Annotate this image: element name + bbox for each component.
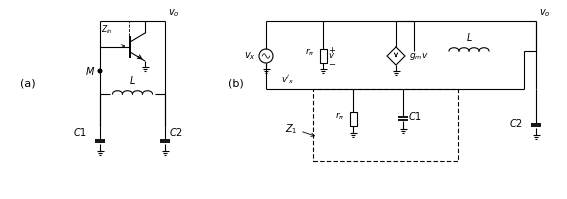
Text: $Z_{in}$: $Z_{in}$: [101, 23, 113, 35]
Text: $C1$: $C1$: [73, 126, 87, 138]
Circle shape: [98, 69, 102, 73]
Text: (b): (b): [228, 79, 244, 89]
Text: $L$: $L$: [466, 31, 472, 43]
Text: $v_o$: $v_o$: [168, 7, 180, 19]
Text: $+$: $+$: [328, 45, 336, 55]
Text: $Z_1$: $Z_1$: [286, 122, 298, 136]
Text: $-$: $-$: [328, 59, 336, 67]
Text: $v_o$: $v_o$: [539, 7, 551, 19]
Text: (a): (a): [20, 79, 36, 89]
Text: $r_\pi$: $r_\pi$: [306, 46, 315, 58]
Bar: [313, 89, 458, 161]
Text: $v_x$: $v_x$: [244, 50, 256, 62]
Text: $C2$: $C2$: [509, 117, 523, 129]
Text: $v'_x$: $v'_x$: [281, 73, 295, 86]
Text: $g_m v$: $g_m v$: [409, 51, 429, 61]
Text: $M$: $M$: [85, 65, 95, 77]
Text: $v$: $v$: [328, 52, 335, 60]
Text: $r_\pi$: $r_\pi$: [335, 111, 345, 122]
Polygon shape: [387, 47, 405, 65]
Bar: [319, 49, 327, 63]
Text: $C1$: $C1$: [408, 110, 422, 123]
Bar: [349, 111, 357, 126]
Text: $L$: $L$: [129, 74, 136, 86]
Text: $C2$: $C2$: [169, 126, 183, 138]
